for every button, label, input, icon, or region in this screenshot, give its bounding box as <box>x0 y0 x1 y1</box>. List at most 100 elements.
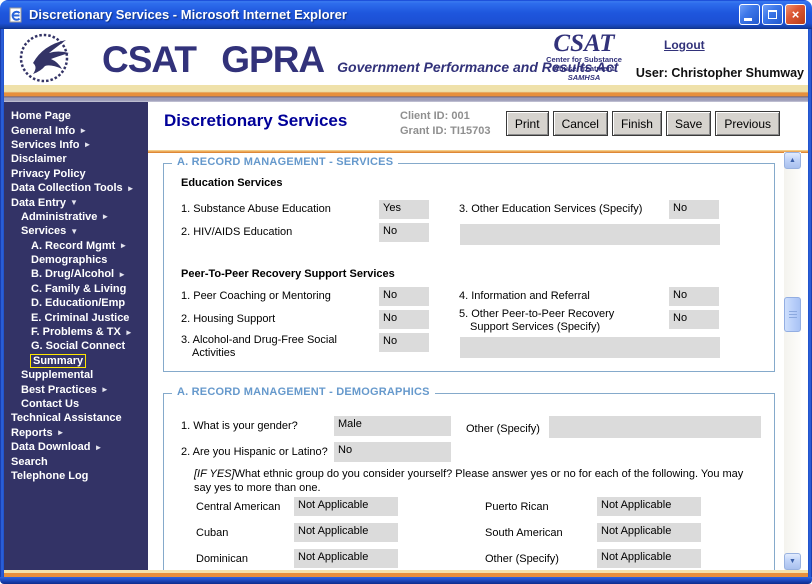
sidebar-item-technical-assistance[interactable]: Technical Assistance <box>11 412 122 425</box>
section-legend: A. RECORD MANAGEMENT - SERVICES <box>172 156 399 168</box>
field-ethnic-other-specify[interactable]: Not Applicable <box>597 549 701 568</box>
submenu-arrow-icon: ► <box>83 140 92 150</box>
sidebar-item-best-practices[interactable]: Best Practices ► <box>21 383 109 396</box>
sidebar-item-criminal-justice[interactable]: E. Criminal Justice <box>31 311 130 324</box>
csat-logo-samhsa: SAMHSA <box>567 73 601 82</box>
window-titlebar[interactable]: Discretionary Services - Microsoft Inter… <box>0 0 812 29</box>
header-divider <box>148 150 808 153</box>
field-cuban[interactable]: Not Applicable <box>294 523 398 542</box>
sidebar-item-general-info[interactable]: General Info ► <box>11 124 88 137</box>
sidebar-item-data-collection-tools[interactable]: Data Collection Tools ► <box>11 182 135 195</box>
group-heading-peer-recovery: Peer-To-Peer Recovery Support Services <box>181 268 395 280</box>
sidebar-item-services-info[interactable]: Services Info ► <box>11 138 92 151</box>
sidebar-item-education-emp[interactable]: D. Education/Emp <box>31 297 126 310</box>
sidebar-item-social-connect[interactable]: G. Social Connect <box>31 340 126 353</box>
form-content: A. RECORD MANAGEMENT - SERVICES Educatio… <box>148 153 788 570</box>
sidebar-item-reports[interactable]: Reports ► <box>11 426 65 439</box>
csat-logo-line2: Abuse Treatment <box>553 63 615 73</box>
sidebar-item-home-page[interactable]: Home Page <box>11 110 71 123</box>
sidebar-item-data-entry[interactable]: Data Entry ▼ <box>11 196 78 209</box>
sidebar-item-search[interactable]: Search <box>11 455 48 468</box>
submenu-arrow-icon: ► <box>101 212 110 222</box>
sidebar-item-privacy-policy[interactable]: Privacy Policy <box>11 167 86 180</box>
scroll-up-button[interactable]: ▲ <box>784 152 801 169</box>
app-banner: CSAT GPRA Government Performance and Res… <box>4 29 808 85</box>
hhs-eagle-logo <box>16 32 78 89</box>
field-central-american[interactable]: Not Applicable <box>294 497 398 516</box>
sidebar-item-problems-tx[interactable]: F. Problems & TX ► <box>31 326 133 339</box>
close-button[interactable]: × <box>785 4 806 25</box>
logout-link[interactable]: Logout <box>664 38 705 52</box>
window-title: Discretionary Services - Microsoft Inter… <box>29 7 347 22</box>
field-label: 2. Are you Hispanic or Latino? <box>181 446 328 458</box>
field-hispanic-latino[interactable]: No <box>334 442 451 462</box>
field-dominican[interactable]: Not Applicable <box>294 549 398 568</box>
user-label: User: Christopher Shumway <box>635 66 804 80</box>
field-label: 2. HIV/AIDS Education <box>181 226 293 238</box>
submenu-arrow-icon: ► <box>124 327 133 337</box>
field-puerto-rican[interactable]: Not Applicable <box>597 497 701 516</box>
field-substance-abuse-education[interactable]: Yes <box>379 200 429 219</box>
field-other-education-services[interactable]: No <box>669 200 719 219</box>
sidebar-item-drug-alcohol[interactable]: B. Drug/Alcohol ► <box>31 268 127 281</box>
field-gender-other-specify[interactable] <box>549 416 761 438</box>
field-label: Other (Specify) <box>466 423 540 435</box>
submenu-arrow-icon: ► <box>79 126 88 136</box>
minimize-button[interactable] <box>739 4 760 25</box>
sidebar-item-services[interactable]: Services ▼ <box>21 225 79 238</box>
sidebar-item-summary[interactable]: Summary <box>29 353 87 368</box>
sidebar-item-demographics[interactable]: Demographics <box>31 254 108 267</box>
csat-logo: CSAT Center for Substance Abuse Treatmen… <box>536 31 632 82</box>
field-label: 3. Alcohol-and Drug-Free Social Activiti… <box>181 334 337 359</box>
field-label: 3. Other Education Services (Specify) <box>459 203 643 215</box>
submenu-arrow-icon: ► <box>126 183 135 193</box>
field-alcohol-drug-free-social[interactable]: No <box>379 333 429 352</box>
field-label: Dominican <box>196 553 248 565</box>
field-label: 4. Information and Referral <box>459 290 590 302</box>
field-peer-coaching[interactable]: No <box>379 287 429 306</box>
scrollbar-thumb[interactable] <box>784 297 801 332</box>
sidebar-item-family-living[interactable]: C. Family & Living <box>31 282 127 295</box>
brand-subtitle: Government Performance and Results Act <box>337 59 619 75</box>
scroll-down-button[interactable]: ▼ <box>784 553 801 570</box>
form-toolbar: Print Cancel Finish Save Previous <box>505 111 780 136</box>
field-hiv-aids-education[interactable]: No <box>379 223 429 242</box>
vertical-scrollbar[interactable]: ▲ ▼ <box>784 152 801 570</box>
ethnic-group-instructions: [IF YES]What ethnic group do you conside… <box>194 468 744 494</box>
grant-id-label: Grant ID: TI15703 <box>400 125 491 137</box>
field-label: 2. Housing Support <box>181 313 276 325</box>
client-id-label: Client ID: 001 <box>400 110 470 122</box>
print-button[interactable]: Print <box>505 111 549 136</box>
window-frame-left <box>0 29 4 577</box>
field-label: 1. What is your gender? <box>181 420 298 432</box>
minimize-icon <box>744 18 752 21</box>
sidebar-item-supplemental[interactable]: Supplemental <box>21 369 94 382</box>
field-label: Cuban <box>196 527 229 539</box>
page-title: Discretionary Services <box>164 111 348 130</box>
field-other-peer-specify[interactable] <box>460 337 720 358</box>
if-yes-prefix: [IF YES] <box>194 468 235 480</box>
field-housing-support[interactable]: No <box>379 310 429 329</box>
field-information-referral[interactable]: No <box>669 287 719 306</box>
main-panel: Discretionary Services Client ID: 001 Gr… <box>148 102 808 570</box>
submenu-arrow-icon: ► <box>118 269 127 279</box>
close-icon: × <box>791 7 800 22</box>
field-gender[interactable]: Male <box>334 416 451 436</box>
save-button[interactable]: Save <box>665 111 712 136</box>
sidebar-item-telephone-log[interactable]: Telephone Log <box>11 469 89 482</box>
finish-button[interactable]: Finish <box>611 111 662 136</box>
cancel-button[interactable]: Cancel <box>552 111 608 136</box>
sidebar-item-data-download[interactable]: Data Download ► <box>11 441 103 454</box>
sidebar-item-administrative[interactable]: Administrative ► <box>21 210 110 223</box>
csat-logo-line1: Center for Substance <box>546 55 622 64</box>
maximize-button[interactable] <box>762 4 783 25</box>
field-south-american[interactable]: Not Applicable <box>597 523 701 542</box>
sidebar-item-record-mgmt[interactable]: A. Record Mgmt ► <box>31 239 128 252</box>
record-ids: Client ID: 001 Grant ID: TI15703 <box>400 109 490 139</box>
field-other-peer-recovery[interactable]: No <box>669 310 719 329</box>
sidebar-item-disclaimer[interactable]: Disclaimer <box>11 153 67 166</box>
previous-button[interactable]: Previous <box>715 111 780 136</box>
field-other-education-specify[interactable] <box>460 224 720 245</box>
sidebar-item-contact-us[interactable]: Contact Us <box>21 398 80 410</box>
submenu-arrow-icon: ► <box>119 241 128 251</box>
